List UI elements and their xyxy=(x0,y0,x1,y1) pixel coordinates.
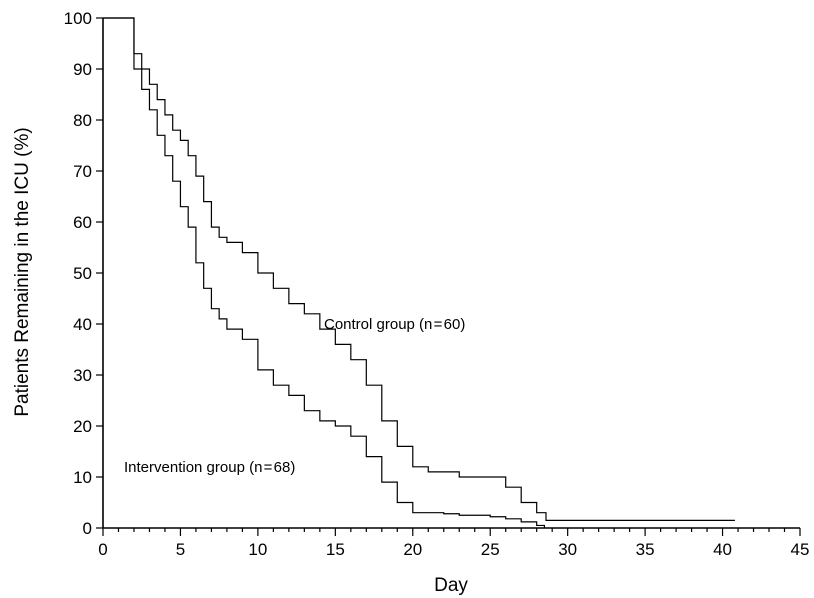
y-tick-label: 60 xyxy=(73,213,92,232)
x-tick-label: 45 xyxy=(791,540,810,559)
x-axis-title: Day xyxy=(434,575,468,596)
y-tick-label: 30 xyxy=(73,366,92,385)
x-tick-label: 0 xyxy=(98,540,107,559)
x-tick-label: 5 xyxy=(176,540,185,559)
plot-area: 0 10 20 30 40 50 60 70 80 90 100 0 5 10 15 20 25 30 35 40 4… xyxy=(64,9,810,559)
y-tick-label: 40 xyxy=(73,315,92,334)
x-tick-label: 40 xyxy=(713,540,732,559)
intervention-group-label: Intervention group (n = 68) xyxy=(124,459,295,476)
x-tick-label: 35 xyxy=(636,540,655,559)
y-tick-label: 80 xyxy=(73,111,92,130)
x-tick-label: 25 xyxy=(481,540,500,559)
x-tick-label: 20 xyxy=(403,540,422,559)
x-tick-label: 15 xyxy=(326,540,345,559)
y-tick-label: 0 xyxy=(83,519,92,538)
y-axis-title: Patients Remaining in the ICU (%) xyxy=(12,127,33,416)
intervention-step-line xyxy=(103,17,546,528)
y-tick-label: 20 xyxy=(73,417,92,436)
y-tick-label: 100 xyxy=(64,9,92,28)
y-tick-label: 50 xyxy=(73,264,92,283)
y-tick-label: 90 xyxy=(73,60,92,79)
y-tick-label: 10 xyxy=(73,468,92,487)
x-tick-label: 10 xyxy=(248,540,267,559)
x-tick-label: 30 xyxy=(558,540,577,559)
y-axis-ticks: 0 10 20 30 40 50 60 70 80 90 100 xyxy=(64,9,103,538)
control-group-label: Control group (n = 60) xyxy=(324,316,465,333)
y-tick-label: 70 xyxy=(73,162,92,181)
x-axis-ticks: 0 5 10 15 20 25 30 35 40 45 xyxy=(98,528,809,559)
control-step-line xyxy=(103,17,735,521)
series-layer xyxy=(103,17,735,528)
